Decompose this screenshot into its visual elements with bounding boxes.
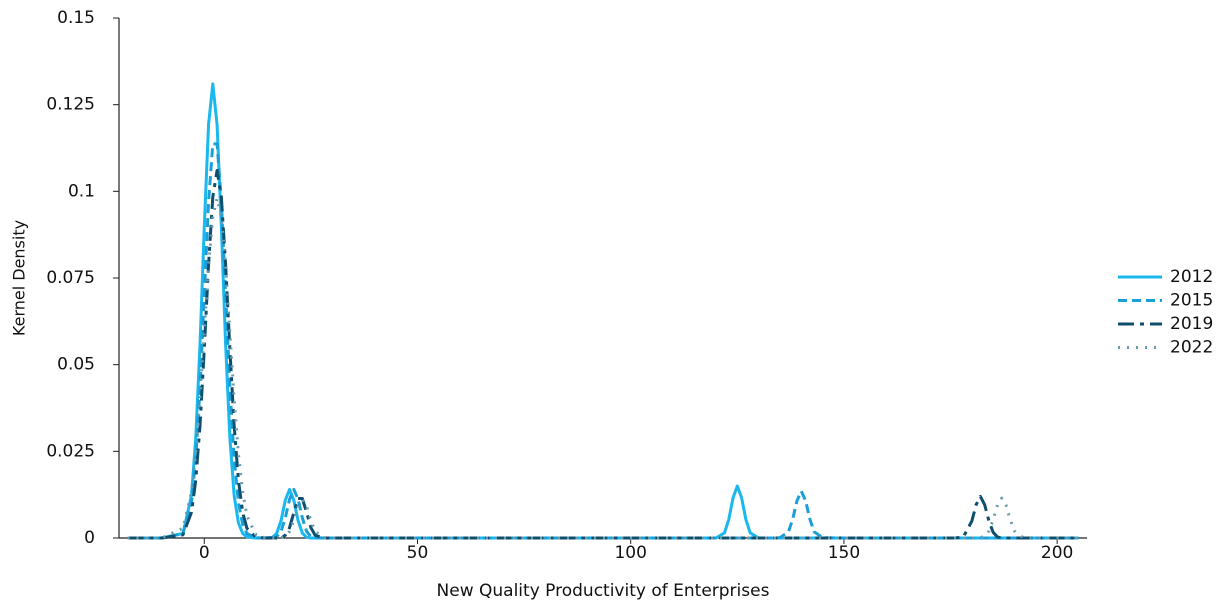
y-tick-label: 0.1 [68, 181, 95, 201]
x-tick-label: 200 [1041, 543, 1073, 563]
legend-label: 2015 [1170, 291, 1213, 311]
x-tick-label: 150 [828, 543, 860, 563]
y-tick-label: 0.025 [46, 441, 95, 461]
density-line [127, 196, 1079, 540]
y-axis-title: Kernel Density [10, 220, 29, 336]
y-tick-label: 0 [84, 528, 95, 548]
x-tick-label: 100 [614, 543, 646, 563]
y-tick-label: 0.125 [46, 95, 95, 115]
legend-label: 2019 [1170, 314, 1213, 334]
density-line [127, 169, 1079, 540]
y-tick-label: 0.15 [57, 8, 95, 28]
x-axis-title: New Quality Productivity of Enterprises [437, 581, 770, 601]
x-tick-label: 50 [407, 543, 429, 563]
density-line [127, 82, 1079, 540]
y-tick-label: 0.05 [57, 355, 95, 375]
legend-label: 2022 [1170, 338, 1213, 358]
y-tick-label: 0.075 [46, 268, 95, 288]
x-tick-label: 0 [199, 543, 210, 563]
legend-label: 2012 [1170, 267, 1213, 287]
density-line [127, 142, 1079, 540]
